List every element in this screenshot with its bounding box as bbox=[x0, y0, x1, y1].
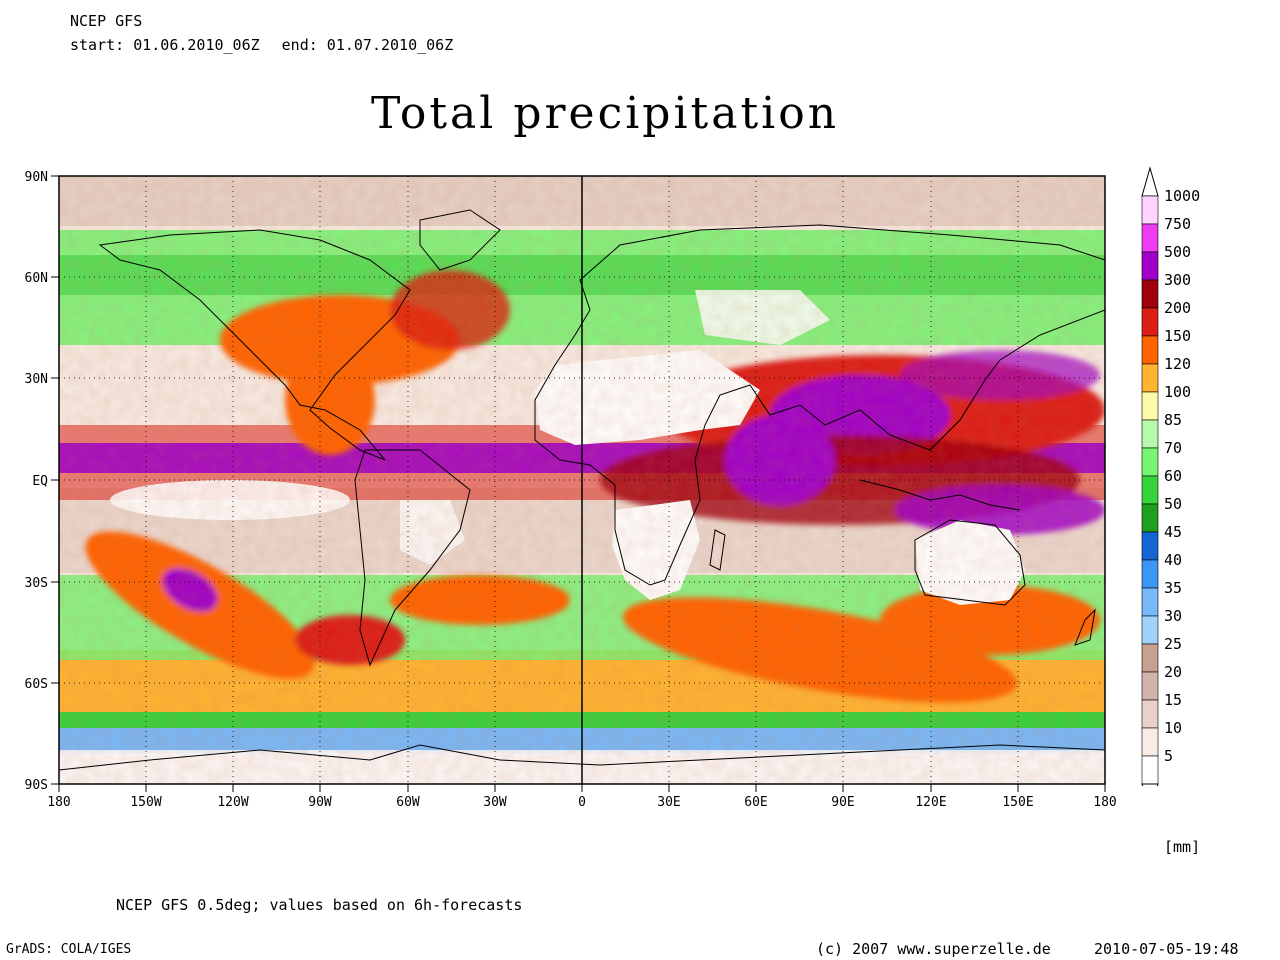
colorbar-level-label: 70 bbox=[1164, 439, 1182, 457]
lat-label: 60N bbox=[25, 271, 48, 286]
colorbar-swatch bbox=[1141, 335, 1159, 365]
lon-label: 120W bbox=[217, 795, 248, 810]
lon-label: 90E bbox=[831, 795, 854, 810]
colorbar-level-label: 85 bbox=[1164, 411, 1182, 429]
colorbar-swatch bbox=[1141, 699, 1159, 729]
colorbar-level-label: 1000 bbox=[1164, 187, 1200, 205]
colorbar-level-label: 15 bbox=[1164, 691, 1182, 709]
end-time-label: end: 01.07.2010_06Z bbox=[281, 36, 454, 54]
lat-label: 30S bbox=[25, 576, 48, 591]
colorbar-swatch bbox=[1141, 643, 1159, 673]
lon-label: 180 bbox=[1093, 795, 1116, 810]
colorbar-level-label: 120 bbox=[1164, 355, 1191, 373]
colorbar-swatch bbox=[1141, 391, 1159, 421]
colorbar-level-label: 200 bbox=[1164, 299, 1191, 317]
colorbar-bottom-arrow bbox=[1141, 783, 1159, 786]
lat-label: 90N bbox=[25, 170, 48, 185]
lon-label: 0 bbox=[578, 795, 586, 810]
colorbar-level-label: 25 bbox=[1164, 635, 1182, 653]
colorbar-swatch bbox=[1141, 755, 1159, 785]
colorbar-level-label: 35 bbox=[1164, 579, 1182, 597]
colorbar-level-label: 10 bbox=[1164, 719, 1182, 737]
lon-label: 30E bbox=[657, 795, 680, 810]
colorbar-level-label: 40 bbox=[1164, 551, 1182, 569]
colorbar-swatch bbox=[1141, 587, 1159, 617]
colorbar-swatch bbox=[1141, 447, 1159, 477]
colorbar-swatch bbox=[1141, 195, 1159, 225]
colorbar-level-label: 30 bbox=[1164, 607, 1182, 625]
colorbar-top-arrow bbox=[1141, 166, 1159, 197]
colorbar-swatch bbox=[1141, 503, 1159, 533]
timestamp-label: 2010-07-05-19:48 bbox=[1094, 940, 1239, 958]
colorbar-level-label: 750 bbox=[1164, 215, 1191, 233]
start-time-label: start: 01.06.2010_06Z bbox=[70, 36, 260, 54]
colorbar-level-label: 5 bbox=[1164, 747, 1173, 765]
lon-label: 90W bbox=[308, 795, 332, 810]
colorbar-swatch bbox=[1141, 559, 1159, 589]
colorbar-level-label: 100 bbox=[1164, 383, 1191, 401]
colorbar-level-label: 300 bbox=[1164, 271, 1191, 289]
colorbar-swatch bbox=[1141, 727, 1159, 757]
axis-ticks bbox=[51, 175, 1106, 792]
colorbar-labels: 1000 750 500 300 200 150 120 100 85 70 60 50 45 40 35 3… bbox=[1164, 187, 1200, 765]
colorbar-swatch bbox=[1141, 671, 1159, 701]
software-label: GrADS: COLA/IGES bbox=[6, 942, 132, 957]
colorbar-swatch bbox=[1141, 307, 1159, 337]
unit-label: [mm] bbox=[1164, 838, 1201, 856]
lon-label: 30W bbox=[483, 795, 507, 810]
period-line: start: 01.06.2010_06Z end: 01.07.2010_06Z bbox=[70, 36, 475, 54]
colorbar-swatch bbox=[1141, 531, 1159, 561]
precipitation-map: 180 150W 120W 90W 60W 30W 0 30E 60E 90E … bbox=[25, 170, 1117, 810]
map-title: Total precipitation bbox=[370, 88, 840, 139]
colorbar-level-label: 500 bbox=[1164, 243, 1191, 261]
longitude-labels: 180 150W 120W 90W 60W 30W 0 30E 60E 90E … bbox=[47, 795, 1116, 810]
copyright-label: (c) 2007 www.superzelle.de bbox=[816, 940, 1051, 958]
lon-label: 180 bbox=[47, 795, 70, 810]
footnote: NCEP GFS 0.5deg; values based on 6h-fore… bbox=[116, 896, 523, 914]
colorbar-level-label: 50 bbox=[1164, 495, 1182, 513]
coastlines bbox=[59, 209, 1105, 771]
model-source-label: NCEP GFS bbox=[70, 12, 143, 30]
colorbar-swatch bbox=[1141, 419, 1159, 449]
colorbar-level-label: 45 bbox=[1164, 523, 1182, 541]
colorbar-swatch bbox=[1141, 223, 1159, 253]
lon-label: 120E bbox=[915, 795, 946, 810]
colorbar-swatch bbox=[1141, 363, 1159, 393]
colorbar-swatch bbox=[1141, 251, 1159, 281]
colorbar: 1000 750 500 300 200 150 120 100 85 70 60 50 45 40 35 3… bbox=[1141, 166, 1200, 786]
colorbar-swatch bbox=[1141, 279, 1159, 309]
latitude-labels: 90N 60N 30N EQ 30S 60S 90S bbox=[25, 170, 49, 793]
lat-label: EQ bbox=[32, 474, 48, 489]
lat-label: 60S bbox=[25, 677, 48, 692]
colorbar-level-label: 150 bbox=[1164, 327, 1191, 345]
lat-label: 30N bbox=[25, 372, 48, 387]
colorbar-level-label: 60 bbox=[1164, 467, 1182, 485]
colorbar-swatch bbox=[1141, 475, 1159, 505]
colorbar-level-label: 20 bbox=[1164, 663, 1182, 681]
lon-label: 150W bbox=[130, 795, 161, 810]
lon-label: 60E bbox=[744, 795, 767, 810]
colorbar-swatch bbox=[1141, 615, 1159, 645]
colorbar-swatches bbox=[1141, 166, 1159, 786]
lon-label: 60W bbox=[396, 795, 420, 810]
lat-label: 90S bbox=[25, 778, 48, 793]
lon-label: 150E bbox=[1002, 795, 1033, 810]
